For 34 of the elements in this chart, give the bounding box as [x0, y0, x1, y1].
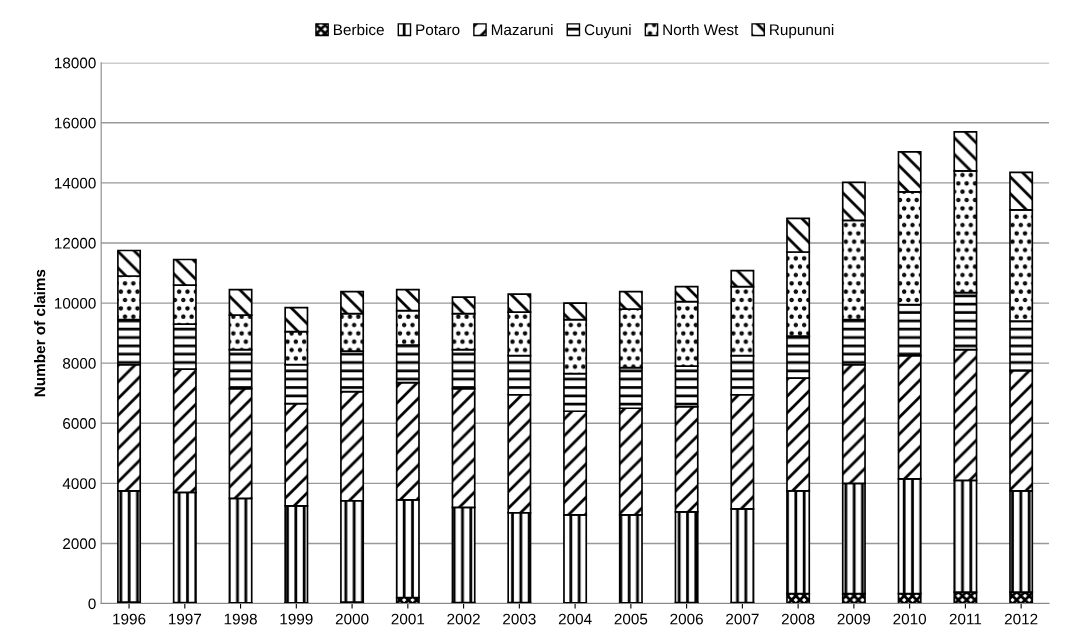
y-tick-label: 6000 — [63, 418, 96, 429]
x-tick-label: 2007 — [726, 613, 759, 625]
legend-label: Berbice — [334, 23, 384, 36]
x-tick-label: 2011 — [949, 613, 982, 625]
x-tick-label: 2002 — [447, 613, 480, 625]
x-tick-label: 2003 — [503, 613, 536, 625]
x-tick-label: 1998 — [224, 613, 257, 625]
x-tick-label: 2009 — [837, 613, 871, 625]
x-tick-label: 2004 — [558, 613, 592, 625]
x-tick-label: 2005 — [614, 613, 648, 625]
legend-label: Cuyuni — [584, 23, 631, 39]
y-tick-label: 0 — [88, 598, 96, 610]
y-tick-label: 16000 — [55, 117, 96, 129]
x-tick-label: 2008 — [781, 613, 815, 625]
legend-label: North West — [663, 23, 739, 36]
x-tick-label: 2010 — [893, 613, 927, 625]
x-tick-label: 1997 — [168, 613, 202, 625]
y-tick-label: 2000 — [63, 538, 96, 550]
x-tick-label: 1996 — [113, 613, 146, 625]
x-tick-label: 1999 — [280, 613, 313, 625]
y-tick-label: 14000 — [55, 177, 96, 189]
y-tick-label: 4000 — [62, 478, 96, 490]
y-tick-label: 10000 — [55, 297, 96, 309]
x-tick-label: 2000 — [335, 613, 369, 625]
y-axis-title: Number of claims — [34, 269, 46, 397]
x-tick-label: 2006 — [670, 613, 703, 625]
y-tick-label: 18000 — [55, 57, 96, 69]
y-tick-label: 12000 — [55, 237, 96, 249]
legend-label: Mazaruni — [491, 23, 553, 36]
x-tick-label: 2012 — [1004, 613, 1038, 625]
x-tick-label: 2001 — [391, 613, 425, 625]
legend-label: Rupununi — [770, 23, 834, 39]
y-tick-label: 8000 — [62, 358, 96, 369]
legend-label: Potaro — [416, 24, 460, 36]
